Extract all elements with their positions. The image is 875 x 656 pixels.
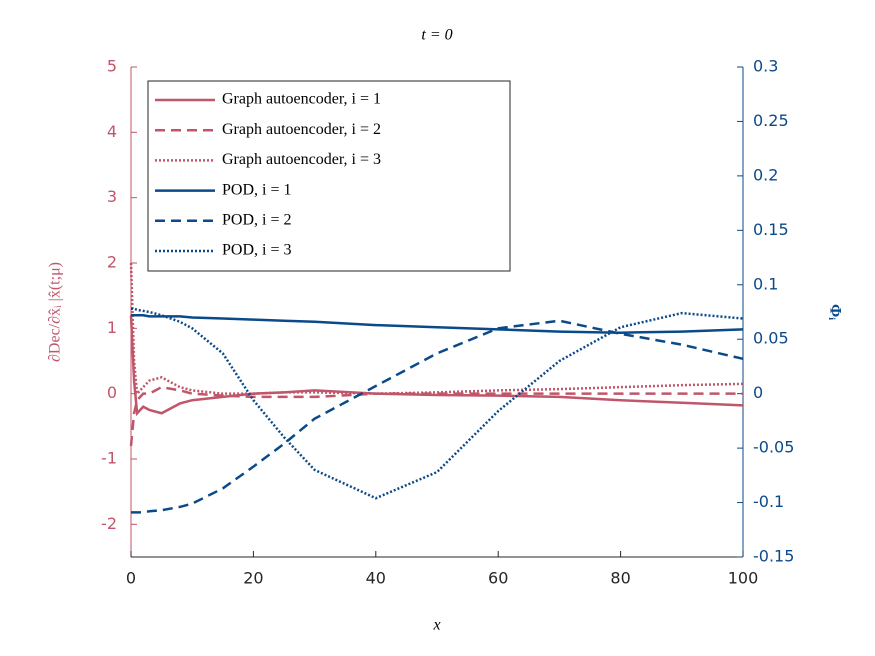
y2-tick-label: 0.1 <box>753 274 778 293</box>
series-line <box>129 262 744 397</box>
x-tick-label: 60 <box>488 569 508 588</box>
y-tick-label: -1 <box>101 449 117 468</box>
legend-label: POD, i = 3 <box>222 242 291 259</box>
series-line <box>131 319 744 514</box>
y2-tick-label: 0.3 <box>753 57 778 76</box>
y-axis-label: ∂Dec/∂x̂ᵢ |x̂(t;μ) <box>47 262 64 362</box>
x-tick-label: 100 <box>728 569 759 588</box>
legend-label: Graph autoencoder, i = 1 <box>222 91 381 108</box>
legend-box <box>147 80 511 272</box>
y-tick-label: 2 <box>107 253 117 272</box>
y2-tick-label: 0 <box>753 383 763 402</box>
series-line <box>131 314 744 334</box>
y2-tick-label: -0.1 <box>753 492 784 511</box>
series-line <box>129 315 744 417</box>
y-tick-label: 5 <box>107 57 117 76</box>
y2-tick-label: 0.05 <box>753 329 789 348</box>
legend-label: Graph autoencoder, i = 3 <box>222 151 381 168</box>
y2-tick-label: -0.05 <box>753 438 794 457</box>
y2-tick-label: -0.15 <box>753 547 794 566</box>
y2-tick-label: 0.25 <box>753 111 789 130</box>
x-tick-label: 40 <box>366 569 386 588</box>
y2-tick-label: 0.2 <box>753 165 778 184</box>
legend-label: POD, i = 1 <box>222 181 291 198</box>
y-tick-label: 0 <box>107 383 117 402</box>
y-tick-label: 4 <box>107 122 117 141</box>
x-tick-label: 20 <box>243 569 263 588</box>
y2-axis-label: Φᵢ <box>826 304 843 320</box>
x-tick-label: 0 <box>126 569 136 588</box>
y-tick-label: 1 <box>107 318 117 337</box>
x-axis-label: x <box>432 617 440 634</box>
y-tick-label: -2 <box>101 514 117 533</box>
legend-label: Graph autoencoder, i = 2 <box>222 121 381 138</box>
y-tick-label: 3 <box>107 187 117 206</box>
x-tick-label: 80 <box>610 569 630 588</box>
series-line <box>129 385 743 447</box>
chart-title: t = 0 <box>421 27 452 44</box>
y2-tick-label: 0.15 <box>753 220 789 239</box>
series-line <box>131 307 744 500</box>
legend-label: POD, i = 2 <box>222 211 291 228</box>
